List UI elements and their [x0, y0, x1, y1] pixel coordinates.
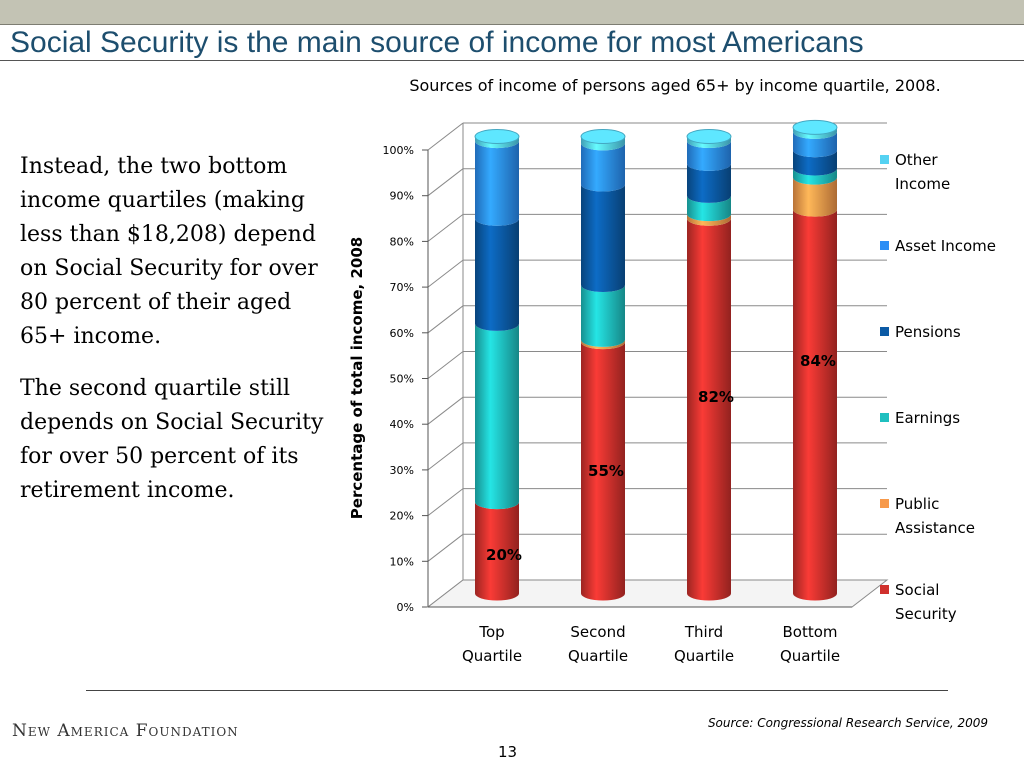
bar-top-cap: [686, 129, 732, 144]
body-text: Instead, the two bottom income quartiles…: [20, 150, 330, 526]
gridline-depth: [427, 214, 464, 242]
legend-swatch: [880, 155, 889, 164]
y-tick-label: 20%: [390, 510, 414, 523]
legend-label: Other: [895, 151, 938, 169]
bar-segment: [793, 127, 837, 139]
gridline-depth: [427, 351, 464, 379]
bar-segment: [475, 323, 519, 510]
bar-segment: [581, 339, 625, 350]
y-tick-label: 0%: [397, 601, 414, 614]
x-tick-label: Bottom: [782, 623, 837, 641]
y-tick-label: 60%: [390, 327, 414, 340]
legend-swatch: [880, 413, 889, 422]
legend-swatch: [880, 241, 889, 250]
y-tick-label: 50%: [390, 373, 414, 386]
x-tick-label: Top: [478, 623, 504, 641]
legend-swatch: [880, 327, 889, 336]
y-tick-label: 30%: [390, 464, 414, 477]
bar-segment: [475, 136, 519, 149]
legend-swatch: [880, 585, 889, 594]
bar-segment: [793, 131, 837, 158]
x-tick-label: Quartile: [568, 647, 628, 665]
gridline-depth: [427, 122, 464, 151]
bar-segment: [581, 143, 625, 192]
gridline-depth: [427, 442, 464, 471]
legend-label: Assistance: [895, 519, 975, 537]
body-paragraph-2: The second quartile still depends on Soc…: [20, 376, 324, 503]
top-banner: [0, 0, 1024, 25]
bar-top-cap: [474, 129, 520, 144]
bar-segment: [793, 168, 837, 185]
x-tick-label: Third: [684, 623, 723, 641]
bar-segment: [475, 141, 519, 226]
y-tick-label: 10%: [390, 555, 414, 568]
data-label: 84%: [800, 352, 836, 370]
gridline-depth: [427, 396, 464, 425]
page-number: 13: [498, 743, 518, 761]
legend-label: Security: [895, 605, 957, 623]
legend-label: Asset Income: [895, 237, 996, 255]
bar-stack: [792, 119, 838, 601]
legend-label: Earnings: [895, 409, 960, 427]
gridline-depth: [427, 305, 464, 334]
bar-segment: [475, 502, 519, 601]
bar-segment: [581, 136, 625, 151]
bar-segment: [793, 150, 837, 176]
bar-segment: [687, 136, 731, 149]
legend-label: Income: [895, 175, 950, 193]
x-tick-label: Quartile: [674, 647, 734, 665]
x-tick-label: Second: [570, 623, 625, 641]
bar-stack: [474, 129, 520, 601]
x-tick-label: Quartile: [462, 647, 522, 665]
bar-segment: [687, 163, 731, 203]
bar-segment: [581, 342, 625, 601]
bar-segment: [687, 195, 731, 222]
bar-segment: [687, 141, 731, 171]
bar-top-cap: [580, 129, 626, 144]
gridline-depth: [427, 259, 464, 288]
legend-swatch: [880, 499, 889, 508]
title-divider: [0, 60, 1024, 61]
y-tick-label: 100%: [383, 144, 414, 157]
data-label: 82%: [698, 388, 734, 406]
gridline-depth: [427, 168, 464, 197]
y-tick-label: 40%: [390, 418, 414, 431]
bar-segment: [581, 285, 625, 347]
gridline-depth: [427, 488, 464, 516]
bar-stack: [580, 129, 626, 601]
bar-segment: [581, 184, 625, 293]
y-tick-label: 80%: [390, 235, 414, 248]
y-axis-title: Percentage of total income, 2008: [348, 237, 366, 519]
org-logo-text: New America Foundation: [12, 721, 239, 741]
bar-stack: [686, 129, 732, 601]
data-label: 55%: [588, 462, 624, 480]
data-label: 20%: [486, 546, 522, 564]
source-note: Source: Congressional Research Service, …: [707, 716, 988, 730]
bar-segment: [687, 214, 731, 226]
x-tick-label: Quartile: [780, 647, 840, 665]
bar-segment: [793, 177, 837, 217]
slide-title: Social Security is the main source of in…: [10, 26, 864, 59]
y-tick-label: 90%: [390, 190, 414, 203]
legend-label: Social: [895, 581, 939, 599]
chart-title: Sources of income of persons aged 65+ by…: [409, 76, 941, 95]
bar-segment: [687, 218, 731, 601]
body-paragraph-1: Instead, the two bottom income quartiles…: [20, 154, 318, 349]
legend-label: Public: [895, 495, 939, 513]
gridline-depth: [427, 533, 464, 562]
y-tick-label: 70%: [390, 281, 414, 294]
bar-top-cap: [792, 119, 838, 135]
bar-segment: [475, 218, 519, 331]
footer-divider: [86, 690, 948, 691]
legend-label: Pensions: [895, 323, 961, 341]
bar-segment: [793, 209, 837, 601]
